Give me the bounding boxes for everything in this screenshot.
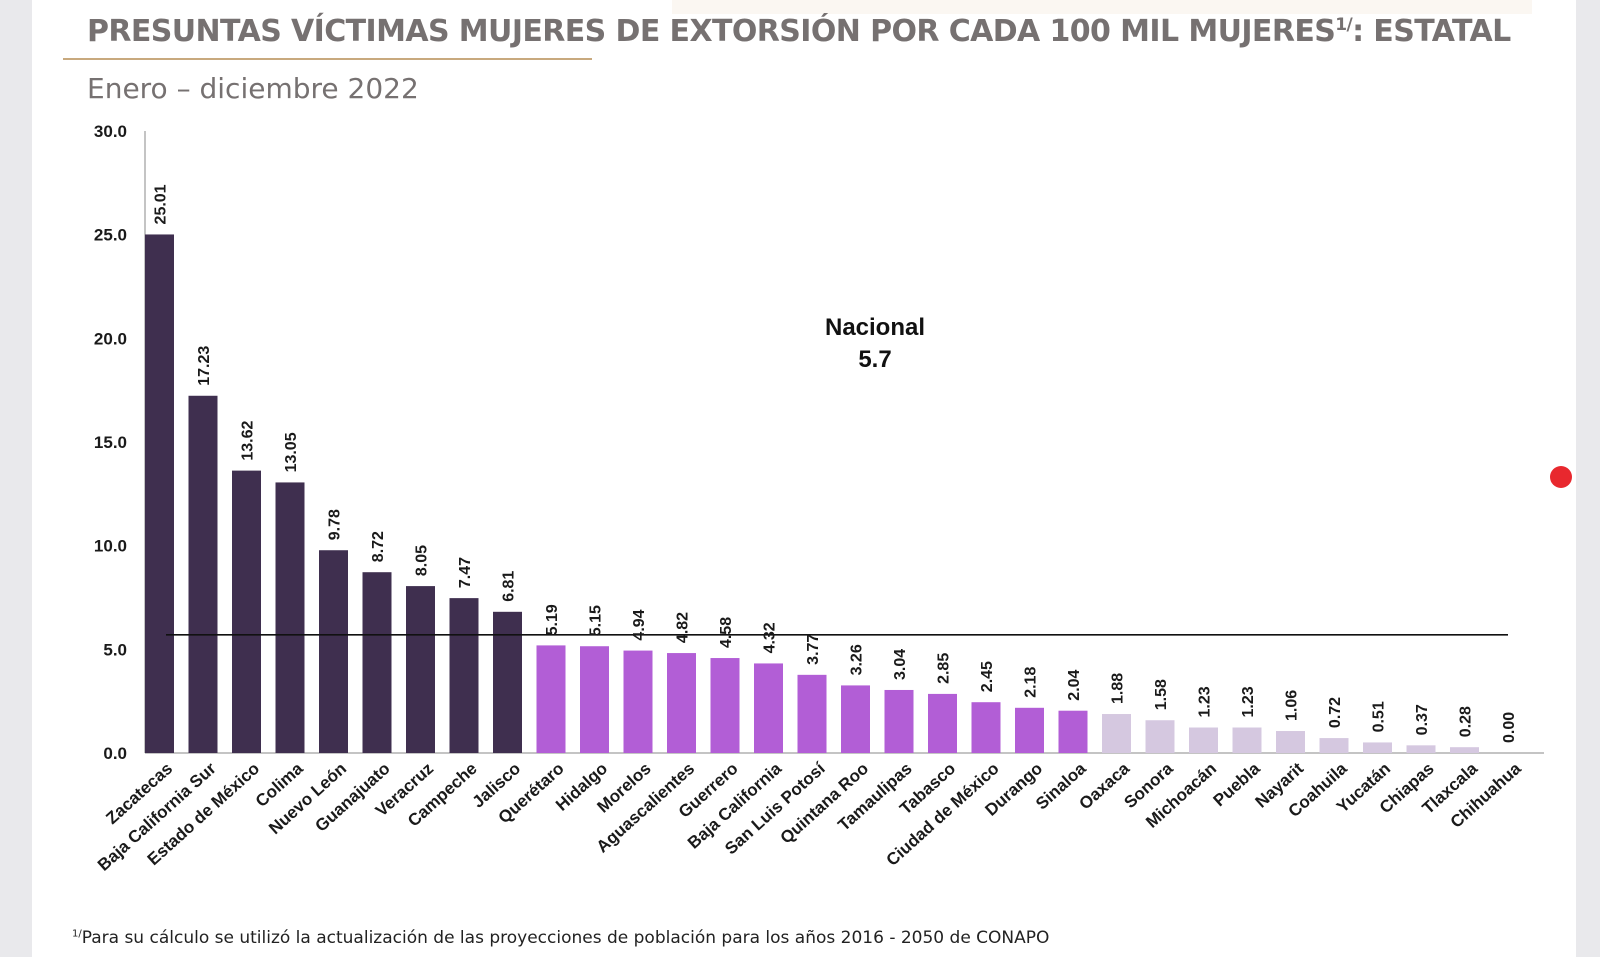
footnote: 1/Para su cálculo se utilizó la actualiz… [72, 928, 1049, 948]
bar [1363, 742, 1392, 753]
bar-value-label: 17.23 [196, 346, 213, 386]
bar-value-label: 3.26 [849, 644, 866, 675]
bar [928, 693, 957, 753]
y-tick-label: 15.0 [94, 433, 127, 452]
y-tick-label: 20.0 [94, 329, 127, 348]
bar-value-label: 5.15 [588, 605, 605, 636]
bar-value-label: 8.05 [414, 545, 431, 576]
bar [1319, 738, 1349, 753]
bar-value-label: 0.37 [1414, 704, 1431, 735]
bar-value-label: 7.47 [457, 557, 474, 588]
bar [145, 234, 174, 753]
bar-value-label: 5.19 [544, 604, 561, 635]
footnote-sup: 1/ [72, 928, 82, 940]
red-dot-marker [1550, 466, 1572, 488]
bar-value-label: 0.00 [1501, 712, 1518, 743]
bar-value-label: 4.82 [675, 612, 692, 643]
bar [1406, 745, 1436, 753]
bar [406, 586, 435, 753]
bar [1058, 710, 1088, 753]
bar-value-label: 2.18 [1023, 667, 1040, 698]
bar-value-label: 1.06 [1284, 690, 1301, 721]
reference-line-group: Nacional 5.7 [166, 314, 1508, 636]
bar [971, 702, 1001, 753]
bar-value-label: 2.85 [936, 653, 953, 684]
bar [188, 395, 218, 753]
bar-value-label: 1.88 [1110, 673, 1127, 704]
bar-value-label: 2.04 [1066, 669, 1083, 700]
bar [623, 650, 653, 753]
bar [1102, 714, 1131, 753]
top-strip [672, 0, 1532, 14]
bar [841, 685, 870, 753]
category-label: Oaxaca [1076, 758, 1134, 813]
y-tick-label: 25.0 [94, 226, 127, 245]
bar [754, 663, 783, 753]
bar [275, 482, 305, 753]
bar [884, 689, 914, 753]
bar-value-label: 3.77 [805, 634, 822, 665]
bar [1232, 727, 1262, 753]
bar-value-label: 0.28 [1458, 706, 1475, 737]
bar-value-label: 4.32 [762, 622, 779, 653]
bar [1450, 747, 1479, 753]
bar-value-label: 4.94 [631, 609, 648, 640]
bar-value-label: 9.78 [327, 509, 344, 540]
y-tick-label: 5.0 [103, 640, 127, 659]
slide: PRESUNTAS VÍCTIMAS MUJERES DE EXTORSIÓN … [32, 0, 1576, 957]
bar [1276, 731, 1305, 753]
bar-value-label: 1.58 [1153, 679, 1170, 710]
bar [580, 646, 609, 753]
bar [797, 674, 827, 753]
bar [232, 470, 261, 753]
bar [536, 645, 566, 753]
bar [319, 550, 348, 753]
bar [493, 611, 522, 753]
bar-value-label: 8.72 [370, 531, 387, 562]
bar [449, 598, 479, 753]
bar [667, 653, 696, 753]
chart-subtitle: Enero – diciembre 2022 [87, 72, 419, 105]
national-label: Nacional [825, 314, 925, 341]
bar [1015, 707, 1044, 753]
bar-chart: 0.0 5.0 10.0 15.0 20.0 25.0 30.0 Nacional 5.7 2… [94, 122, 1544, 875]
y-tick-label: 10.0 [94, 537, 127, 556]
bar-value-label: 0.51 [1371, 701, 1388, 732]
bar-value-label: 13.62 [240, 420, 257, 460]
bar [710, 658, 740, 753]
value-labels: 25.01 17.23 13.62 13.05 9.78 8.72 8.05 7.47 6.81… [153, 184, 1519, 743]
chart-title-tail: : ESTATAL [1352, 14, 1511, 49]
bars [145, 234, 1479, 753]
national-value: 5.7 [858, 346, 891, 373]
bar-value-label: 0.72 [1327, 697, 1344, 728]
bar [1189, 727, 1218, 753]
chart-title: PRESUNTAS VÍCTIMAS MUJERES DE EXTORSIÓN … [87, 14, 1511, 49]
bar-value-label: 2.45 [979, 661, 996, 692]
chart-title-sup: 1/ [1335, 15, 1353, 35]
bar [362, 572, 392, 753]
y-tick-label: 0.0 [103, 744, 127, 763]
y-tick-label: 30.0 [94, 122, 127, 141]
axes: 0.0 5.0 10.0 15.0 20.0 25.0 30.0 [94, 122, 1544, 763]
bar-value-label: 6.81 [501, 571, 518, 602]
footnote-text: Para su cálculo se utilizó la actualizac… [81, 928, 1050, 948]
bar-value-label: 1.23 [1240, 686, 1257, 717]
bar-value-label: 13.05 [283, 432, 300, 472]
chart-title-main: PRESUNTAS VÍCTIMAS MUJERES DE EXTORSIÓN … [87, 14, 1336, 49]
bar-value-label: 4.58 [718, 617, 735, 648]
bar-value-label: 25.01 [153, 184, 170, 224]
bar [1145, 720, 1175, 753]
bar-value-label: 3.04 [892, 649, 909, 680]
title-underline [63, 58, 592, 60]
bar-value-label: 1.23 [1197, 686, 1214, 717]
